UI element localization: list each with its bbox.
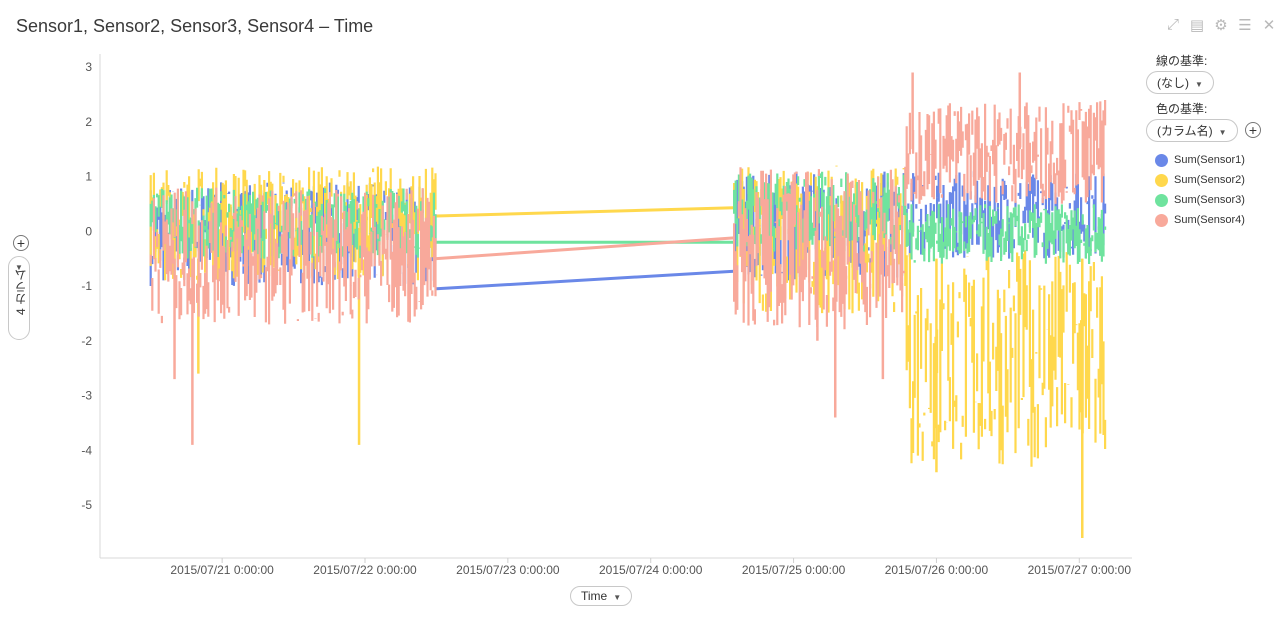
x-tick-label: 2015/07/21 0:00:00 <box>170 563 274 577</box>
add-y-column-button[interactable]: + <box>13 235 29 251</box>
chevron-down-icon: ▼ <box>613 593 622 602</box>
legend-swatch <box>1155 173 1168 187</box>
y-tick-label: 2 <box>85 115 92 129</box>
line-by-label: 線の基準: <box>1156 54 1208 68</box>
legend-swatch <box>1155 213 1168 227</box>
x-axis-selector[interactable]: Time ▼ <box>570 586 633 606</box>
series-gap-line <box>436 269 735 291</box>
chevron-down-icon: ▼ <box>15 263 23 272</box>
export-icon[interactable]: ▤ <box>1189 17 1205 34</box>
y-tick-label: 1 <box>85 170 92 184</box>
series-band <box>905 250 1107 467</box>
plot-area <box>149 72 1107 538</box>
x-axis-selector-label: Time <box>581 589 608 603</box>
series-band <box>733 166 907 330</box>
legend-item[interactable]: Sum(Sensor3) <box>1155 190 1245 210</box>
x-tick-label: 2015/07/23 0:00:00 <box>456 563 560 577</box>
y-axis-selector[interactable]: ▼ 4 カラム <box>8 256 30 340</box>
x-tick-label: 2015/07/26 0:00:00 <box>885 563 989 577</box>
legend-label: Sum(Sensor4) <box>1174 214 1245 226</box>
add-color-button[interactable]: + <box>1245 122 1261 138</box>
line-by-value: (なし) <box>1157 76 1189 90</box>
legend-label: Sum(Sensor3) <box>1174 194 1245 206</box>
line-by-dropdown[interactable]: (なし) ▼ <box>1146 71 1214 94</box>
chart-title: Sensor1, Sensor2, Sensor3, Sensor4 – Tim… <box>16 16 374 36</box>
x-tick-label: 2015/07/22 0:00:00 <box>313 563 417 577</box>
x-tick-label: 2015/07/24 0:00:00 <box>599 563 703 577</box>
series-gap-line <box>436 236 735 261</box>
y-tick-label: -1 <box>81 279 92 293</box>
series-4 <box>149 72 1107 445</box>
legend-item[interactable]: Sum(Sensor2) <box>1155 170 1245 190</box>
color-by-value: (カラム名) <box>1157 124 1213 138</box>
expand-icon[interactable]: ⤢ <box>1166 16 1179 33</box>
legend-swatch <box>1155 153 1168 167</box>
legend-swatch <box>1155 193 1168 207</box>
close-icon[interactable]: ✕ <box>1262 17 1276 34</box>
y-tick-label: 0 <box>85 224 92 238</box>
y-tick-label: -2 <box>81 334 92 348</box>
gear-icon[interactable]: ⚙ <box>1214 17 1228 34</box>
y-tick-label: 3 <box>85 60 92 74</box>
chevron-down-icon: ▼ <box>1218 128 1227 137</box>
color-by-label: 色の基準: <box>1156 102 1208 116</box>
legend-item[interactable]: Sum(Sensor1) <box>1155 150 1245 170</box>
x-axis-ticks: 2015/07/21 0:00:00 2015/07/22 0:00:00 2015… <box>170 558 1131 577</box>
series-gap-line <box>436 206 735 218</box>
series-band <box>905 100 1107 204</box>
list-icon[interactable]: ☰ <box>1238 17 1252 34</box>
y-tick-label: -5 <box>81 498 92 512</box>
series-band <box>149 187 437 325</box>
y-tick-label: -4 <box>81 443 92 457</box>
y-axis-selector-label: 4 カラム <box>14 269 28 316</box>
legend-label: Sum(Sensor2) <box>1174 174 1245 186</box>
x-tick-label: 2015/07/25 0:00:00 <box>742 563 846 577</box>
color-by-dropdown[interactable]: (カラム名) ▼ <box>1146 119 1238 142</box>
legend-label: Sum(Sensor1) <box>1174 154 1245 166</box>
chevron-down-icon: ▼ <box>1195 80 1203 89</box>
series-band <box>905 204 1107 264</box>
y-tick-label: -3 <box>81 389 92 403</box>
y-axis-ticks: 3 2 1 0 -1 -2 -3 -4 -5 <box>81 60 92 512</box>
x-tick-label: 2015/07/27 0:00:00 <box>1028 563 1132 577</box>
toolbar: ⤢ ▤ ⚙ ☰ ✕ <box>1165 16 1277 34</box>
legend: Sum(Sensor1) Sum(Sensor2) Sum(Sensor3) Sum(… <box>1155 150 1245 230</box>
legend-item[interactable]: Sum(Sensor4) <box>1155 210 1245 230</box>
